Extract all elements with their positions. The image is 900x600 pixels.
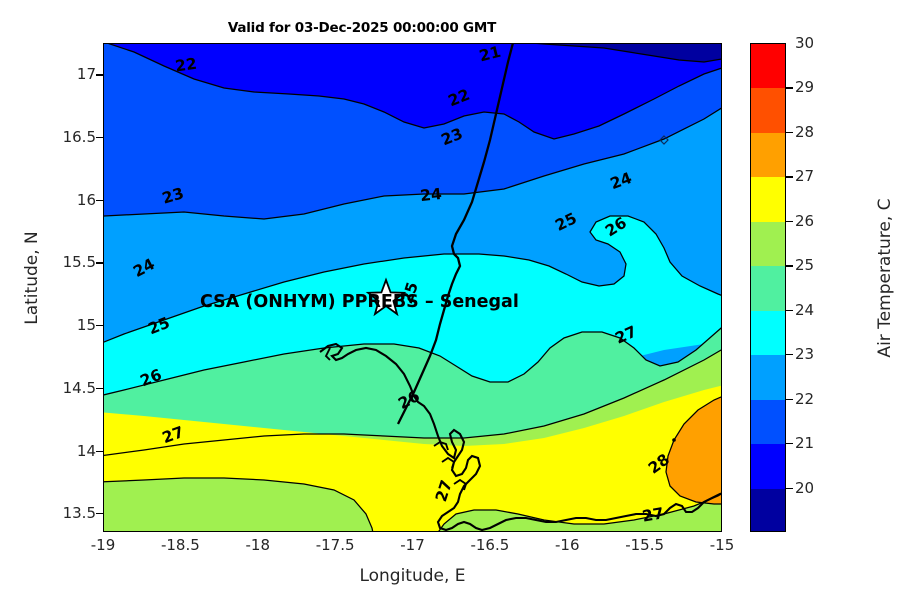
colorbar-tick-mark <box>786 265 793 267</box>
colorbar[interactable] <box>750 43 786 532</box>
colorbar-tick-label: 20 <box>795 478 815 497</box>
border-line <box>396 44 514 425</box>
colorbar-band <box>751 355 785 401</box>
y-tick-mark <box>96 199 103 202</box>
diamond-marker <box>659 135 669 145</box>
colorbar-band <box>751 444 785 490</box>
y-tick-mark <box>96 450 103 452</box>
contour-label: 27 <box>640 504 666 526</box>
contour-lines <box>104 44 721 531</box>
x-tick-label: -16 <box>555 536 580 554</box>
x-tick-label: -19 <box>90 536 116 554</box>
contour-field <box>104 44 721 531</box>
colorbar-tick-mark <box>786 487 793 489</box>
dot-marker <box>672 438 676 442</box>
x-axis-ticks: -19 -18.5 -18 -17.5 -17 -16.5 -16 -15.5 -15 <box>91 536 735 566</box>
colorbar-tick-label: 25 <box>795 256 815 275</box>
x-tick-label: -18 <box>245 536 271 554</box>
x-tick-label: -17.5 <box>315 536 355 554</box>
colorbar-tick-mark <box>786 443 793 445</box>
station-label: CSA (ONHYM) PPREBS – Senegal <box>200 292 519 312</box>
x-tick-label: -15 <box>709 536 735 554</box>
y-tick-label: 13.5 <box>62 504 96 523</box>
colorbar-tick-label: 27 <box>795 167 815 186</box>
colorbar-band <box>751 44 785 90</box>
colorbar-tick-label: 22 <box>795 389 815 408</box>
colorbar-tick-label: 23 <box>795 345 815 364</box>
colorbar-tick-label: 21 <box>795 434 815 453</box>
colorbar-label: Air Temperature, C <box>875 198 895 358</box>
contour-map-plot[interactable]: 22 21 22 23 23 24 24 25 26 24 25 26 27 26 27 28 27 27 25 <box>103 43 722 532</box>
y-tick-label: 16 <box>76 190 96 209</box>
colorbar-band <box>751 221 785 267</box>
colorbar-tick-mark <box>786 220 793 223</box>
contour-label: 24 <box>419 184 443 206</box>
colorbar-tick-mark <box>786 176 793 178</box>
colorbar-band <box>751 488 785 531</box>
colorbar-tick-mark <box>786 87 793 89</box>
colorbar-tick-mark <box>786 131 793 134</box>
x-tick-label: -16.5 <box>470 536 510 554</box>
x-axis-label: Longitude, E <box>359 566 466 586</box>
y-tick-mark <box>96 513 103 515</box>
y-tick-mark <box>96 387 103 390</box>
fill-band-20 <box>544 44 721 62</box>
colorbar-tick-label: 26 <box>795 211 815 230</box>
colorbar-band <box>751 177 785 223</box>
y-tick-mark <box>96 137 103 139</box>
y-tick-label: 15.5 <box>62 253 96 272</box>
fill-band-28 <box>666 397 721 504</box>
star-marker[interactable] <box>365 277 407 317</box>
colorbar-tick-mark <box>786 354 793 356</box>
y-tick-label: 14.5 <box>62 378 96 397</box>
colorbar-tick-label: 30 <box>795 34 815 52</box>
y-tick-label: 16.5 <box>62 128 96 147</box>
y-tick-mark <box>96 262 103 264</box>
coastline <box>319 342 721 531</box>
x-tick-label: -17 <box>400 536 425 554</box>
colorbar-tick-mark <box>786 398 793 400</box>
y-axis-label: Latitude, N <box>22 231 42 325</box>
y-tick-label: 14 <box>76 441 96 460</box>
colorbar-tick-label: 28 <box>795 122 815 141</box>
fill-band-21 <box>110 44 721 139</box>
coastline-detail <box>324 347 468 491</box>
y-tick-label: 15 <box>76 316 96 335</box>
figure-title: Valid for 03-Dec-2025 00:00:00 GMT <box>227 20 497 36</box>
y-tick-mark <box>96 325 103 327</box>
colorbar-band <box>751 88 785 134</box>
y-tick-label: 17 <box>76 65 96 84</box>
colorbar-band <box>751 132 785 178</box>
x-tick-label: -18.5 <box>160 536 200 554</box>
colorbar-band <box>751 399 785 445</box>
y-axis-ticks: 17 16.5 16 15.5 15 14.5 14 13.5 <box>50 43 96 532</box>
colorbar-tick-label: 29 <box>795 78 815 97</box>
contour-label: 22 <box>174 54 198 76</box>
colorbar-band <box>751 310 785 356</box>
colorbar-tick-mark <box>786 309 793 312</box>
x-tick-label: -15.5 <box>625 536 665 554</box>
colorbar-tick-label: 24 <box>795 300 815 319</box>
fill-band-27 <box>104 385 721 531</box>
colorbar-band <box>751 266 785 312</box>
y-tick-mark <box>96 74 103 76</box>
